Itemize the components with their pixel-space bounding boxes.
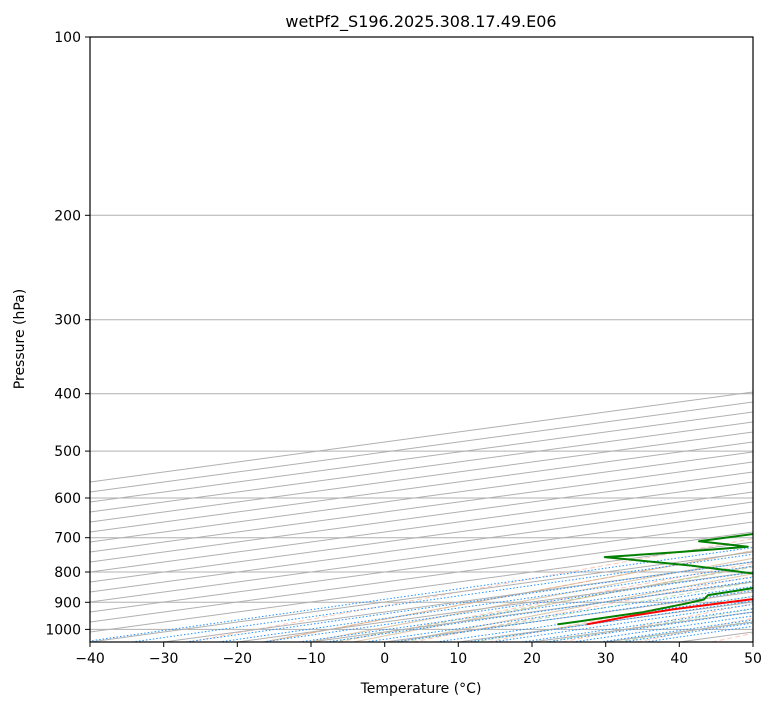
x-tick-label: −20: [223, 651, 253, 667]
x-tick-label: 50: [744, 651, 762, 667]
x-tick-label: −30: [149, 651, 179, 667]
y-tick-label: 600: [54, 491, 81, 507]
y-axis-title: Pressure (hPa): [12, 289, 28, 389]
y-tick-label: 200: [54, 208, 81, 224]
y-tick-label: 700: [54, 531, 81, 547]
moist-adiabat-line: [332, 566, 753, 642]
moist-adiabat-line: [473, 595, 753, 642]
mixing-ratio-line: [299, 576, 753, 642]
x-tick-label: 20: [523, 651, 541, 667]
isotherm-line: [90, 511, 753, 603]
dewpoint-profile-line: [557, 532, 753, 626]
y-tick-label: 900: [54, 595, 81, 611]
y-tick-label: 500: [54, 444, 81, 460]
y-tick-label: 800: [54, 565, 81, 581]
isotherm-line: [90, 471, 753, 563]
x-tick-label: 40: [670, 651, 688, 667]
background-lines: [90, 37, 753, 642]
x-tick-label: 0: [380, 651, 389, 667]
mixing-ratio-line: [394, 590, 753, 642]
x-tick-label: −10: [296, 651, 326, 667]
isotherm-line: [90, 481, 753, 573]
y-tick-label: 400: [54, 387, 81, 403]
isotherm-line: [90, 531, 753, 623]
isotherm-line: [90, 521, 753, 613]
chart-title: wetPf2_S196.2025.308.17.49.E06: [285, 12, 556, 32]
isotherm-line: [90, 491, 753, 583]
x-tick-label: 30: [597, 651, 615, 667]
plot-frame: [89, 36, 754, 643]
mixing-ratio-line: [326, 580, 753, 642]
x-tick-label: 10: [449, 651, 467, 667]
y-tick-label: 1000: [45, 622, 81, 638]
y-tick-label: 100: [54, 30, 81, 46]
x-tick-label: −40: [75, 651, 105, 667]
mixing-ratio-line: [90, 546, 753, 642]
sounding-profiles: [557, 532, 753, 626]
isotherm-line: [90, 501, 753, 593]
x-axis-title: Temperature (°C): [360, 681, 482, 697]
axis-ticks: −40 −30 −20 −10 0 10 20 30 40 50 100 200 300 400 500 60…: [45, 30, 762, 667]
y-tick-label: 300: [54, 313, 81, 329]
mixing-ratio-line: [365, 585, 753, 642]
isotherm-line: [90, 451, 753, 543]
isotherm-line: [90, 461, 753, 553]
